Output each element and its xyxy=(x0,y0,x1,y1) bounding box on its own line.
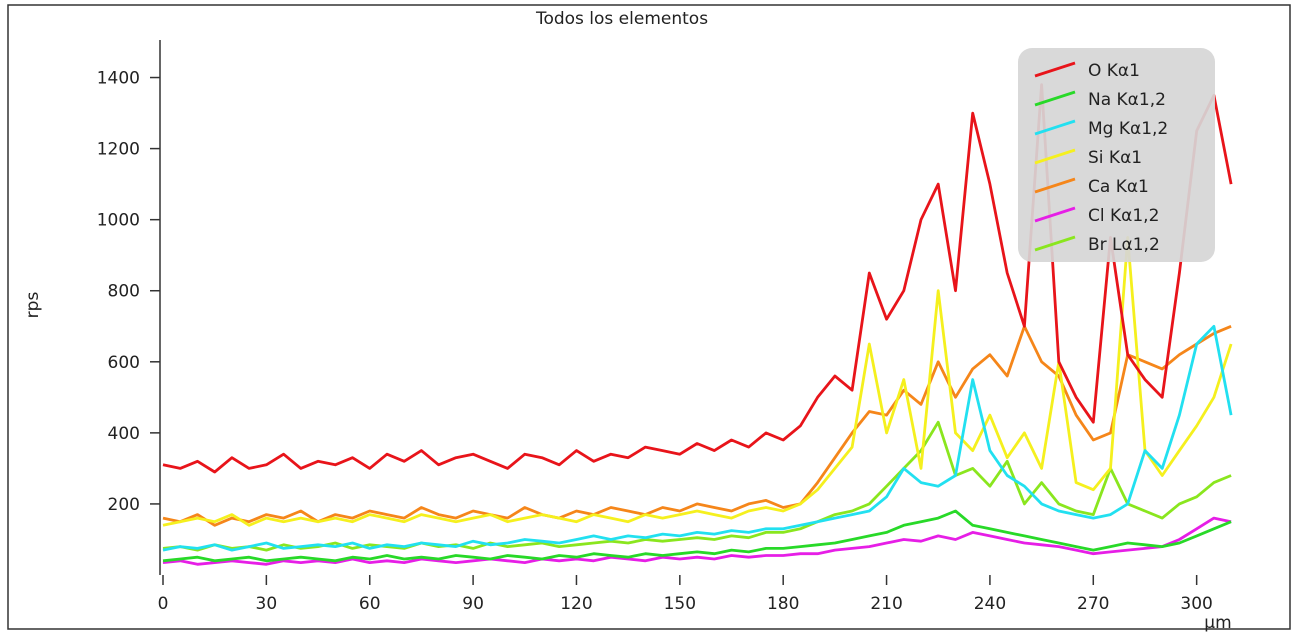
x-tick-label: 150 xyxy=(664,594,696,614)
y-tick-label: 600 xyxy=(108,353,140,373)
legend-swatch xyxy=(1034,206,1076,223)
legend-label: Cl Kα1,2 xyxy=(1088,206,1159,226)
series-line xyxy=(162,516,1232,566)
y-tick-label: 1400 xyxy=(97,69,140,89)
x-tick-label: 90 xyxy=(462,594,484,614)
x-tick-label: 300 xyxy=(1180,594,1212,614)
y-axis-label: rps xyxy=(23,292,43,319)
x-tick-label: 60 xyxy=(359,594,381,614)
y-tick-label: 1200 xyxy=(97,140,140,160)
legend-swatch xyxy=(1034,90,1076,107)
series-line xyxy=(162,83,1233,474)
series-line xyxy=(162,236,1233,527)
legend-swatch xyxy=(1034,177,1076,194)
legend-swatch xyxy=(1034,119,1076,136)
legend-label: Si Kα1 xyxy=(1088,148,1142,168)
legend-label: Br Lα1,2 xyxy=(1088,235,1160,255)
legend-swatch xyxy=(1034,61,1076,78)
x-tick-label: 240 xyxy=(974,594,1006,614)
series-line xyxy=(162,324,1233,552)
x-tick-label: 0 xyxy=(158,594,169,614)
x-tick-label: 30 xyxy=(256,594,278,614)
legend-swatch xyxy=(1034,148,1076,165)
frame xyxy=(7,4,1291,630)
y-tick-label: 200 xyxy=(108,495,140,515)
series-line xyxy=(162,324,1232,527)
x-axis-label: µm xyxy=(1204,613,1231,633)
chart-title: Todos los elementos xyxy=(535,9,708,29)
legend-label: Mg Kα1,2 xyxy=(1088,119,1168,139)
y-tick-label: 400 xyxy=(108,424,140,444)
y-tick-label: 1000 xyxy=(97,211,140,231)
legend-label: O Kα1 xyxy=(1088,61,1140,81)
legend-swatch xyxy=(1034,235,1076,252)
legend-label: Ca Kα1 xyxy=(1088,177,1149,197)
x-tick-label: 210 xyxy=(870,594,902,614)
series-line xyxy=(162,509,1232,563)
legend-box xyxy=(1018,48,1215,262)
legend-label: Na Kα1,2 xyxy=(1088,90,1166,110)
x-tick-label: 270 xyxy=(1077,594,1109,614)
x-tick-label: 120 xyxy=(560,594,592,614)
y-tick-label: 800 xyxy=(108,282,140,302)
x-tick-label: 180 xyxy=(767,594,799,614)
